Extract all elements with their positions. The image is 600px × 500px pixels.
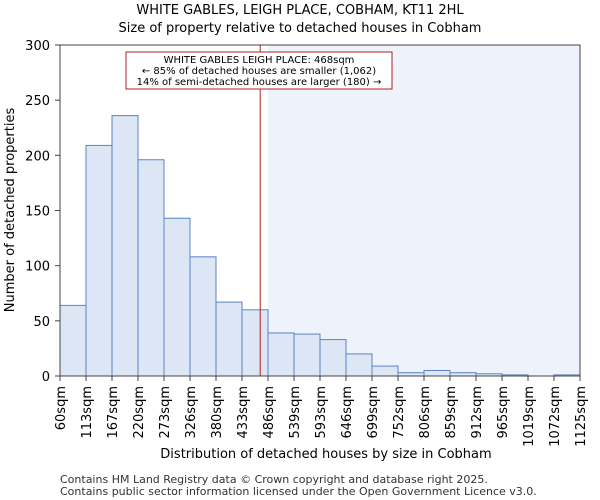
bar-220sqm (137, 159, 165, 377)
x-tick-label: 752sqm (392, 386, 407, 439)
x-tick-label: 113sqm (80, 386, 95, 439)
y-tick-label: 100 (25, 260, 50, 275)
bars-group (59, 115, 581, 377)
footer-line-2: Contains public sector information licen… (60, 485, 537, 498)
bar-486sqm (267, 332, 295, 377)
bar-646sqm (345, 353, 373, 377)
x-tick-label: 220sqm (132, 386, 147, 439)
x-tick-label: 965sqm (496, 386, 511, 439)
x-tick-label: 486sqm (262, 386, 277, 439)
x-tick-label: 859sqm (444, 386, 459, 439)
annotation-line-2: ← 85% of detached houses are smaller (1,… (142, 66, 376, 77)
footer-line-1: Contains HM Land Registry data © Crown c… (60, 473, 488, 486)
annotation-line-3: 14% of semi-detached houses are larger (… (137, 77, 382, 88)
y-tick-label: 0 (42, 370, 50, 385)
x-ticks: 60sqm 113sqm 167sqm 220sqm 273sqm 326sqm 380sq… (54, 376, 589, 447)
x-tick-label: 433sqm (236, 386, 251, 439)
x-axis-label: Distribution of detached houses by size … (160, 447, 491, 462)
annotation-box: WHITE GABLES LEIGH PLACE: 468sqm ← 85% o… (125, 51, 393, 90)
x-tick-label: 1019sqm (522, 386, 537, 447)
y-tick-label: 150 (25, 205, 50, 220)
x-tick-label: 539sqm (288, 386, 303, 439)
bar-60sqm (59, 304, 87, 377)
annotation-border (125, 51, 393, 90)
y-tick-label: 200 (25, 149, 50, 164)
bar-167sqm (111, 115, 139, 377)
annotation-line-1: WHITE GABLES LEIGH PLACE: 468sqm (164, 55, 355, 66)
bar-113sqm (85, 144, 113, 377)
x-tick-label: 806sqm (418, 386, 433, 439)
x-tick-label: 60sqm (54, 386, 69, 430)
x-tick-label: 1125sqm (574, 386, 589, 447)
bar-539sqm (293, 333, 321, 377)
x-tick-label: 326sqm (184, 386, 199, 439)
x-tick-label: 380sqm (210, 386, 225, 439)
bar-806sqm (423, 369, 451, 377)
chart-title: WHITE GABLES, LEIGH PLACE, COBHAM, KT11 … (136, 3, 464, 18)
bar-380sqm (215, 301, 243, 377)
bar-593sqm (319, 339, 347, 377)
x-tick-label: 699sqm (366, 386, 381, 439)
x-tick-label: 167sqm (106, 386, 121, 439)
y-axis-label: Number of detached properties (3, 108, 18, 313)
x-tick-label: 1072sqm (548, 386, 563, 447)
y-tick-label: 50 (33, 315, 50, 330)
y-tick-label: 250 (25, 94, 50, 109)
x-tick-label: 273sqm (158, 386, 173, 439)
y-ticks: 0 50 100 150 200 250 300 (25, 39, 60, 385)
bar-433sqm (241, 309, 269, 377)
bar-699sqm (371, 365, 399, 377)
x-tick-label: 646sqm (340, 386, 355, 439)
chart-subtitle: Size of property relative to detached ho… (119, 21, 482, 36)
highlight-region (268, 45, 580, 376)
y-tick-label: 300 (25, 39, 50, 54)
x-tick-label: 912sqm (470, 386, 485, 439)
x-tick-label: 593sqm (314, 386, 329, 439)
bar-326sqm (189, 256, 217, 377)
bar-273sqm (163, 217, 191, 377)
